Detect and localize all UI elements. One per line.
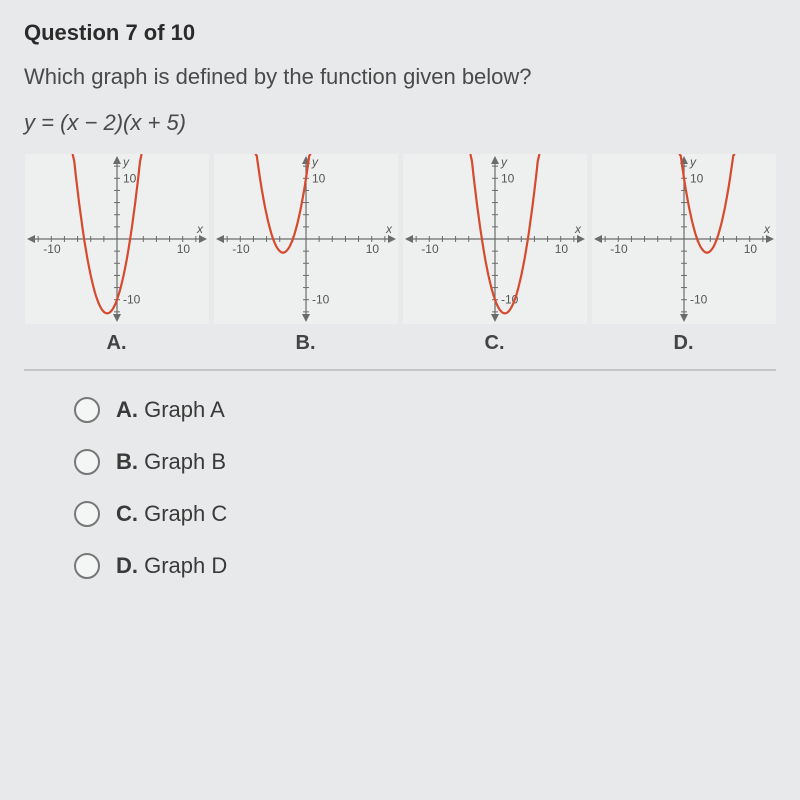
option-b[interactable]: B. Graph B bbox=[74, 449, 776, 475]
graphs-row: -101010-10xy A. -101010-10xy B. -101010-… bbox=[24, 146, 776, 355]
y-axis-label: y bbox=[500, 155, 508, 169]
xaxis-neg-label: -10 bbox=[43, 242, 61, 256]
radio-icon[interactable] bbox=[74, 449, 100, 475]
parabola-curve bbox=[255, 154, 311, 253]
radio-icon[interactable] bbox=[74, 553, 100, 579]
equation: y = (x − 2)(x + 5) bbox=[24, 110, 776, 136]
graph-plot: -10 10 10 -10 x y bbox=[214, 154, 398, 324]
option-label: C. Graph C bbox=[116, 501, 227, 527]
question-heading: Question 7 of 10 bbox=[24, 20, 776, 46]
option-d[interactable]: D. Graph D bbox=[74, 553, 776, 579]
graph-plot: -10 10 10 -10 x y bbox=[592, 154, 776, 324]
option-a[interactable]: A. Graph A bbox=[74, 397, 776, 423]
yaxis-pos-label: 10 bbox=[690, 171, 704, 185]
graph-plot: -101010-10xy bbox=[403, 154, 587, 324]
x-axis-label: x bbox=[574, 222, 582, 236]
xaxis-pos-label: 10 bbox=[365, 242, 379, 256]
yaxis-neg-label: -10 bbox=[690, 293, 708, 307]
graph-label: D. bbox=[674, 332, 694, 355]
option-c[interactable]: C. Graph C bbox=[74, 501, 776, 527]
graph-label: A. bbox=[107, 332, 127, 355]
yaxis-neg-label: -10 bbox=[312, 293, 330, 307]
graph-label: B. bbox=[296, 332, 316, 355]
graph-cell-D: -10 10 10 -10 x y D. bbox=[591, 154, 776, 355]
x-axis-label: x bbox=[763, 222, 771, 236]
divider bbox=[24, 369, 776, 371]
graph-cell-B: -10 10 10 -10 x y B. bbox=[213, 154, 398, 355]
radio-icon[interactable] bbox=[74, 501, 100, 527]
xaxis-neg-label: -10 bbox=[421, 242, 439, 256]
x-axis-label: x bbox=[385, 222, 393, 236]
option-label: D. Graph D bbox=[116, 553, 227, 579]
graph-cell-A: -10 10 10 -10 x y A. bbox=[24, 154, 209, 355]
y-axis-label: y bbox=[311, 155, 319, 169]
question-text: Which graph is defined by the function g… bbox=[24, 64, 776, 90]
graph-label: C. bbox=[485, 332, 505, 355]
parabola-curve bbox=[679, 154, 735, 253]
option-label: A. Graph A bbox=[116, 397, 225, 423]
graph-plot: -10 10 10 -10 x y bbox=[25, 154, 209, 324]
yaxis-neg-label: -10 bbox=[123, 293, 141, 307]
yaxis-pos-label: 10 bbox=[501, 171, 515, 185]
yaxis-pos-label: 10 bbox=[312, 171, 326, 185]
graph-cell-C: -101010-10xy C. bbox=[402, 154, 587, 355]
yaxis-pos-label: 10 bbox=[123, 171, 137, 185]
y-axis-label: y bbox=[689, 155, 697, 169]
xaxis-neg-label: -10 bbox=[610, 242, 628, 256]
xaxis-neg-label: -10 bbox=[232, 242, 250, 256]
radio-icon[interactable] bbox=[74, 397, 100, 423]
x-axis-label: x bbox=[196, 222, 204, 236]
xaxis-pos-label: 10 bbox=[743, 242, 757, 256]
xaxis-pos-label: 10 bbox=[176, 242, 190, 256]
option-label: B. Graph B bbox=[116, 449, 226, 475]
answer-options: A. Graph A B. Graph B C. Graph C D. Graph D bbox=[24, 397, 776, 579]
y-axis-label: y bbox=[122, 155, 130, 169]
xaxis-pos-label: 10 bbox=[554, 242, 568, 256]
